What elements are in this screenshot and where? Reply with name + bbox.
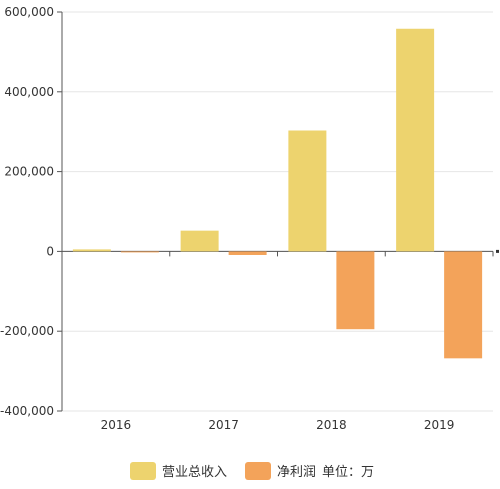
y-tick-label: 400,000	[4, 85, 54, 99]
bar-series2-2018	[336, 251, 375, 330]
y-tick-label: 200,000	[4, 165, 54, 179]
y-tick-label: -200,000	[0, 324, 54, 338]
unit-note: 单位：万	[322, 465, 374, 480]
x-axis-ticks: 2016 2017 2018 2019	[61, 251, 494, 432]
bar-series2-2019	[444, 251, 483, 359]
bar-series1-2018	[288, 130, 327, 252]
y-tick-label: -400,000	[0, 404, 54, 418]
legend-label: 营业总收入	[162, 465, 227, 480]
y-axis-ticks: -400,000 -200,000 0 200,000 400,000 600,000	[0, 5, 62, 418]
bar-series2-2017	[228, 251, 267, 255]
legend-swatch	[245, 462, 271, 480]
axis-end-marker	[496, 249, 499, 253]
x-tick-label: 2017	[208, 418, 239, 432]
x-tick-label: 2016	[101, 418, 132, 432]
bar-series1-2019	[396, 28, 435, 252]
bar-series1-2017	[180, 230, 219, 252]
bar-series1-2016	[72, 249, 111, 252]
x-tick-label: 2019	[424, 418, 455, 432]
legend-label: 净利润	[277, 465, 316, 480]
y-tick-label: 600,000	[4, 5, 54, 19]
legend: 营业总收入 净利润 单位：万	[130, 462, 374, 480]
bar-series2-2016	[120, 251, 159, 253]
bars	[72, 28, 483, 359]
x-tick-label: 2018	[316, 418, 347, 432]
legend-swatch	[130, 462, 156, 480]
y-tick-label: 0	[46, 244, 54, 258]
